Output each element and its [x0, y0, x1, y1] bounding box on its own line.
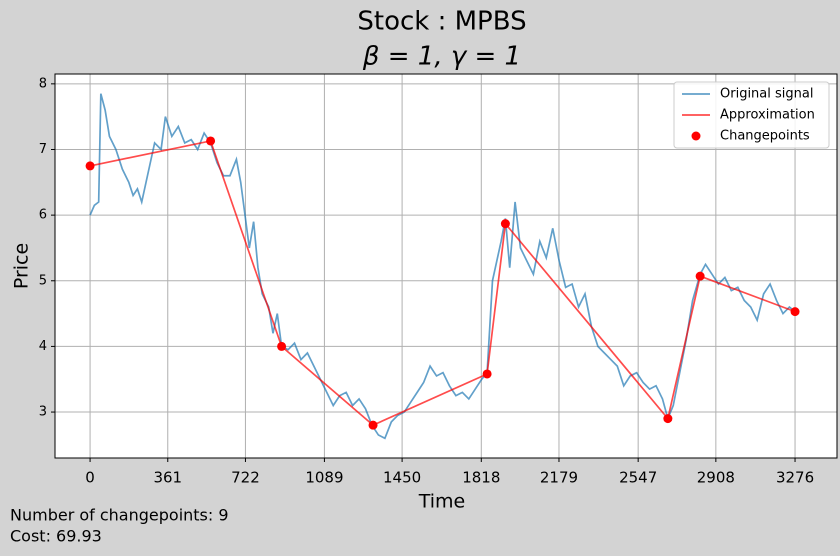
x-tick-label: 1089	[305, 469, 343, 487]
x-tick-label: 3276	[776, 469, 814, 487]
y-tick-label: 6	[39, 208, 47, 223]
legend-marker	[691, 131, 701, 141]
y-axis-label: Price	[11, 243, 33, 289]
x-tick-label: 722	[231, 469, 260, 487]
changepoint	[482, 369, 492, 379]
y-tick-label: 4	[39, 339, 47, 354]
x-tick-label: 1450	[383, 469, 421, 487]
legend-box	[673, 81, 830, 149]
x-axis-label: Time	[418, 491, 466, 513]
y-tick-label: 7	[39, 142, 47, 157]
changepoint	[663, 414, 673, 424]
x-tick-label: 361	[153, 469, 182, 487]
chart-title: Stock : MPBS	[357, 7, 526, 37]
axes-frame	[54, 73, 838, 459]
y-tick-label: 3	[39, 405, 47, 420]
annotation: Cost: 69.93	[10, 527, 102, 546]
x-tick-label: 2179	[540, 469, 578, 487]
legend-label: Approximation	[720, 108, 815, 123]
x-tick-label: 1818	[462, 469, 500, 487]
changepoint	[277, 341, 287, 351]
y-tick-label: 8	[39, 76, 47, 91]
changepoint	[206, 136, 216, 146]
legend-label: Original signal	[720, 87, 813, 102]
changepoint	[790, 307, 800, 317]
changepoint	[85, 161, 95, 171]
y-tick-label: 5	[39, 273, 47, 288]
changepoint	[500, 219, 510, 229]
x-tick-label: 2547	[619, 469, 657, 487]
changepoint	[695, 271, 705, 281]
x-tick-label: 2908	[697, 469, 735, 487]
x-tick-label: 0	[85, 469, 95, 487]
legend-label: Changepoints	[720, 129, 810, 144]
changepoint	[368, 420, 378, 430]
chart-subtitle: β = 1, γ = 1	[362, 42, 521, 72]
annotation: Number of changepoints: 9	[10, 506, 229, 525]
